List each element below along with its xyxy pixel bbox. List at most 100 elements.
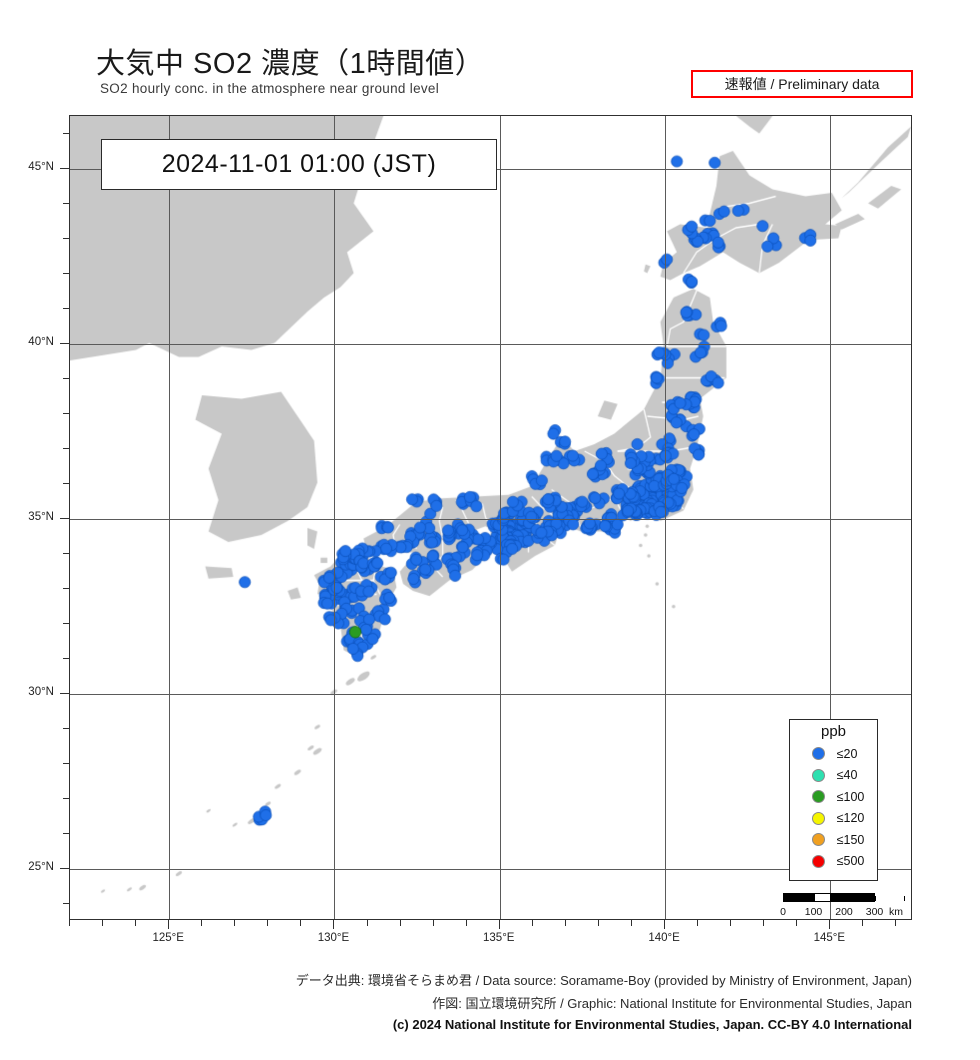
legend-row[interactable]: ≤120 (803, 808, 865, 830)
legend-label: ≤120 (836, 811, 865, 826)
axis-tick-y-minor (63, 902, 69, 904)
map-plot-area[interactable] (69, 115, 912, 920)
legend-rows: ≤20 ≤40 ≤100 ≤120 ≤150 ≤500 (803, 743, 865, 873)
gridline-vertical (665, 116, 667, 919)
axis-tick-y-minor (63, 482, 69, 484)
legend-row[interactable]: ≤20 (803, 743, 865, 765)
scale-bar-label: 300 (865, 906, 884, 918)
axis-tick-x-minor (366, 920, 368, 926)
axis-tick-x-minor (531, 920, 533, 926)
gridline-horizontal (70, 518, 911, 520)
axis-label-x: 145°E (813, 932, 846, 944)
axis-tick-x-minor (267, 920, 269, 926)
axis-tick-x (168, 920, 170, 929)
axis-tick-x (498, 920, 500, 929)
axis-tick-x-minor (300, 920, 302, 926)
legend-color-swatch (811, 790, 825, 804)
axis-tick-x (829, 920, 831, 929)
axis-tick-y-minor (63, 307, 69, 309)
footer-graphic-credit: 作図: 国立環境研究所 / Graphic: National Institut… (432, 996, 912, 1011)
legend-label: ≤500 (836, 854, 865, 869)
axis-tick-y-minor (63, 272, 69, 274)
gridline-vertical (169, 116, 171, 919)
axis-tick-x-minor (465, 920, 467, 926)
axis-label-x: 135°E (483, 932, 515, 944)
legend-color-swatch (811, 747, 825, 761)
footer-data-source: データ出典: 環境省そらまめ君 / Data source: Soramame-… (295, 973, 912, 988)
scale-bar-label: 0 (780, 906, 786, 918)
legend-row[interactable]: ≤150 (803, 829, 865, 851)
legend-title: ppb (820, 723, 847, 740)
axis-tick-x-minor (895, 920, 897, 926)
axis-tick-x-minor (201, 920, 203, 926)
scale-bar (783, 893, 905, 905)
gridline-horizontal (70, 693, 911, 695)
axis-tick-y (60, 692, 69, 694)
legend-label: ≤150 (836, 832, 865, 847)
axis-tick-x (664, 920, 666, 929)
axis-tick-x-minor (796, 920, 798, 926)
legend-label: ≤20 (836, 746, 858, 761)
gridline-vertical (334, 116, 336, 919)
axis-tick-y-minor (63, 447, 69, 449)
axis-label-y: 40°N (28, 335, 54, 348)
legend-color-swatch (811, 833, 825, 847)
legend-label: ≤40 (836, 768, 858, 783)
axis-tick-y-minor (63, 132, 69, 134)
legend-row[interactable]: ≤500 (803, 851, 865, 873)
axis-tick-x-minor (234, 920, 236, 926)
axis-tick-x-minor (564, 920, 566, 926)
axis-tick-x-minor (69, 920, 70, 926)
timestamp-label: 2024-11-01 01:00 (JST) (161, 150, 437, 178)
footer-copyright: (c) 2024 National Institute for Environm… (392, 1017, 912, 1032)
axis-tick-y (60, 517, 69, 519)
axis-tick-y-minor (63, 552, 69, 554)
axis-label-y: 25°N (28, 860, 54, 873)
scale-bar-label: 200 (835, 906, 853, 918)
axis-tick-x-minor (102, 920, 104, 926)
axis-tick-y-minor (63, 587, 69, 589)
axis-tick-y (60, 342, 69, 344)
gridline-horizontal (70, 343, 911, 345)
gridline-vertical (830, 116, 832, 919)
legend-label: ≤100 (836, 789, 865, 804)
axis-tick-y-minor (63, 762, 69, 764)
legend-color-swatch (811, 854, 825, 868)
axis-tick-x-minor (763, 920, 765, 926)
legend: ppb ≤20 ≤40 ≤100 ≤120 ≤150 ≤500 (789, 719, 878, 881)
gridline-horizontal (70, 868, 911, 870)
axis-tick-x-minor (631, 920, 632, 926)
page-title: 大気中 SO2 濃度（1時間値） (96, 48, 485, 80)
legend-row[interactable]: ≤40 (803, 765, 865, 787)
legend-color-swatch (811, 768, 825, 782)
scale-bar-unit: km (889, 906, 903, 918)
preliminary-data-badge: 速報値 / Preliminary data (691, 70, 913, 98)
axis-label-x: 140°E (648, 932, 680, 944)
scale-bar-label: 100 (804, 906, 823, 918)
timestamp-box: 2024-11-01 01:00 (JST) (101, 139, 497, 190)
axis-label-y: 30°N (28, 685, 54, 698)
legend-color-swatch (811, 811, 825, 825)
axis-tick-y (60, 867, 69, 869)
japan-so2-scatter-map[interactable] (70, 116, 911, 919)
scale-bar-segment (830, 893, 860, 902)
axis-tick-x-minor (135, 920, 137, 926)
scale-bar-segment (783, 893, 814, 902)
axis-tick-x-minor (697, 920, 699, 926)
axis-tick-y-minor (63, 832, 69, 834)
axis-label-x: 125°E (152, 932, 184, 944)
axis-tick-x-minor (730, 920, 732, 926)
axis-tick-y-minor (63, 412, 69, 414)
axis-tick-x-minor (597, 920, 599, 926)
axis-tick-y-minor (63, 797, 69, 799)
axis-tick-y-minor (63, 237, 69, 239)
gridline-vertical (499, 116, 501, 919)
axis-label-x: 130°E (317, 932, 350, 944)
axis-label-y: 35°N (28, 510, 54, 523)
axis-tick-x-minor (399, 920, 401, 926)
legend-row[interactable]: ≤100 (803, 786, 865, 808)
scale-bar-segment (874, 896, 905, 901)
page-subtitle: SO2 hourly conc. in the atmosphere near … (100, 81, 440, 96)
axis-tick-x-minor (862, 920, 864, 926)
